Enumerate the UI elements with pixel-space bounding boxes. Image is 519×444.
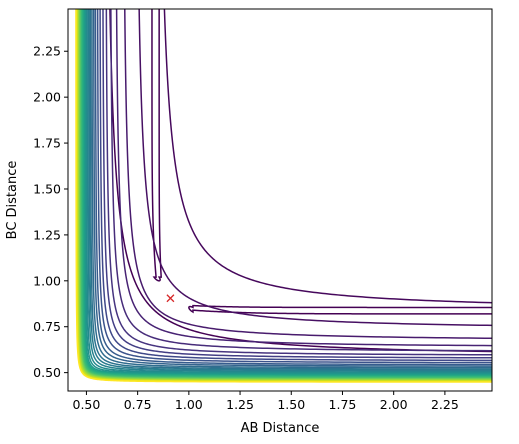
contour-line [87, 9, 492, 373]
marker-stroke [166, 294, 175, 303]
contour-lines [75, 9, 492, 383]
x-tick-label: 2.00 [380, 397, 408, 412]
contour-line [83, 9, 492, 376]
x-tick-label: 0.50 [73, 397, 101, 412]
x-tick-label: 2.25 [431, 397, 459, 412]
contour-line [151, 9, 162, 282]
y-tick-label: 1.75 [33, 136, 61, 151]
x-tick-label: 1.75 [329, 397, 357, 412]
contour-line [91, 9, 492, 369]
marker-layer [166, 294, 175, 303]
contour-line [75, 9, 492, 383]
x-axis-label: AB Distance [241, 421, 320, 436]
x-tick-label: 1.25 [226, 397, 254, 412]
contour-line [188, 304, 492, 315]
y-tick-label: 2.25 [33, 44, 61, 59]
y-axis-label: BC Distance [5, 161, 20, 240]
y-tick-label: 1.50 [33, 181, 61, 196]
contour-line [124, 9, 492, 340]
x-tick-label: 0.75 [124, 397, 152, 412]
y-tick-label: 1.25 [33, 227, 61, 242]
contour-line [99, 9, 492, 362]
contour-line [84, 9, 492, 375]
contour-line [85, 9, 492, 374]
y-tick-label: 0.75 [33, 319, 61, 334]
x-axis: 0.50 0.75 1.00 1.25 1.50 1.75 2.00 2.25 [73, 391, 459, 412]
saddle-point-marker [166, 294, 175, 303]
contour-line [138, 9, 492, 327]
contour-line [92, 9, 492, 367]
y-tick-label: 0.50 [33, 365, 61, 380]
x-tick-label: 1.50 [277, 397, 305, 412]
x-tick-label: 1.00 [175, 397, 203, 412]
contour-line [163, 9, 492, 304]
contour-line [109, 9, 492, 353]
contour-line [88, 9, 492, 371]
y-axis: 0.50 0.75 1.00 1.25 1.50 1.75 2.00 2.25 [33, 44, 68, 380]
plot-frame [67, 8, 493, 392]
y-tick-label: 2.00 [33, 90, 61, 105]
contour-line [115, 9, 492, 347]
contour-line [89, 9, 492, 370]
y-tick-label: 1.00 [33, 273, 61, 288]
contour-line [96, 9, 492, 364]
contour-line [94, 9, 492, 366]
contour-line [105, 9, 492, 356]
contour-line [110, 9, 492, 352]
contour-line [102, 9, 492, 359]
